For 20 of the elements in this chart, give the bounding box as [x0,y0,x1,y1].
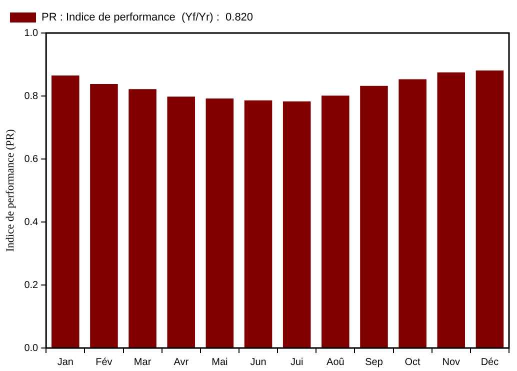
x-tick-label: Nov [442,356,460,368]
x-tick-label: Jun [250,356,266,368]
y-tick-label: 0.2 [24,280,39,291]
x-tick-label: Mai [212,356,228,368]
x-tick-label: Oct [404,356,421,368]
x-tick-label: Sep [365,356,384,368]
y-axis-title: Indice de performance (PR) [4,128,16,252]
y-tick-label: 0.8 [24,90,39,102]
y-tick-label: 0.4 [24,216,39,228]
legend-label: PR : Indice de performance (Yf/Yr) : 0.820 [42,12,254,24]
y-tick-label: 0.0 [24,342,39,354]
x-tick-label: Mar [134,356,152,368]
x-tick-label: Aoû [326,356,344,368]
x-tick-label: Jui [290,356,304,368]
y-tick-label: 0.6 [24,154,39,165]
x-tick-label: Déc [480,356,499,368]
x-tick-label: Avr [174,356,190,368]
x-tick-label: Fév [96,356,112,368]
y-tick-label: 1.0 [24,28,39,39]
x-tick-label: Jan [57,356,74,368]
